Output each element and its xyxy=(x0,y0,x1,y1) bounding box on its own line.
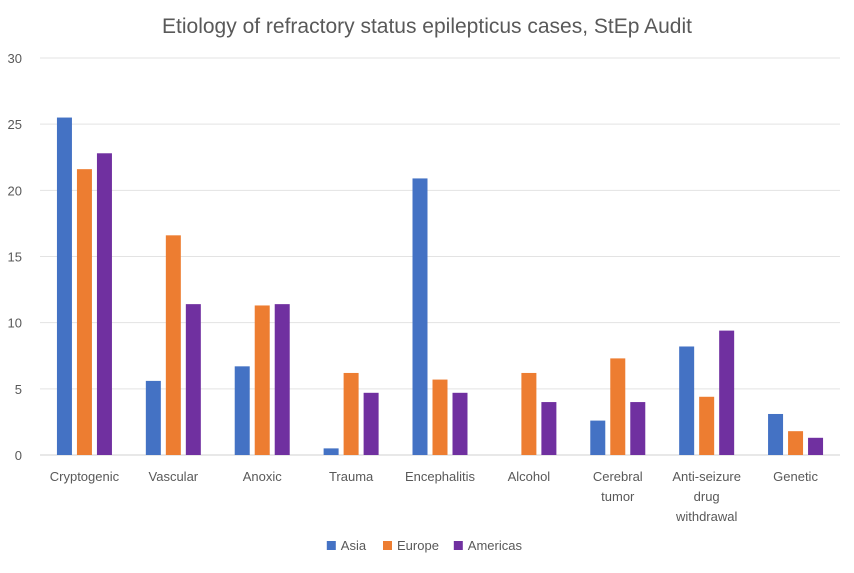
bar-americas xyxy=(630,402,646,455)
bars xyxy=(56,117,824,456)
bar-americas xyxy=(185,304,201,455)
bar-europe xyxy=(254,305,270,455)
x-category-label: drug xyxy=(694,489,720,504)
chart-title: Etiology of refractory status epilepticu… xyxy=(162,15,692,38)
y-tick-label: 10 xyxy=(8,316,22,331)
bar-europe xyxy=(432,379,448,455)
bar-asia xyxy=(323,448,339,455)
x-category-label: Anti-seizure xyxy=(672,469,741,484)
y-tick-label: 15 xyxy=(8,250,22,265)
x-category-label: Anoxic xyxy=(243,469,283,484)
bar-asia xyxy=(590,420,606,455)
bar-asia xyxy=(234,366,250,455)
y-tick-label: 5 xyxy=(15,382,22,397)
bar-asia xyxy=(768,413,784,455)
bar-americas xyxy=(363,392,379,455)
legend: Asia Europe Americas xyxy=(326,538,523,553)
x-axis: Cryptogenic Vascular Anoxic Trauma Encephali… xyxy=(50,469,819,524)
x-category-label: Trauma xyxy=(329,469,374,484)
legend-label: Europe xyxy=(397,538,439,553)
bar-europe xyxy=(343,372,359,455)
bar-asia xyxy=(145,380,161,455)
x-category-label: Alcohol xyxy=(508,469,551,484)
bar-americas xyxy=(274,304,290,455)
y-axis: 0 5 10 15 20 25 30 xyxy=(8,51,22,463)
bar-europe xyxy=(699,396,715,455)
bar-americas xyxy=(719,330,735,455)
x-category-label: Cryptogenic xyxy=(50,469,120,484)
bar-americas xyxy=(96,153,112,455)
legend-swatch xyxy=(383,541,392,550)
x-category-label: tumor xyxy=(601,489,635,504)
bar-asia xyxy=(56,117,72,456)
y-tick-label: 0 xyxy=(15,448,22,463)
bar-europe xyxy=(521,372,537,455)
legend-swatch xyxy=(453,541,463,550)
y-tick-label: 30 xyxy=(8,51,22,66)
legend-label: Americas xyxy=(468,538,523,553)
bar-europe xyxy=(788,431,804,455)
x-category-label: Encephalitis xyxy=(405,469,476,484)
legend-swatch xyxy=(326,541,336,550)
x-category-label: Vascular xyxy=(149,469,199,484)
bar-asia xyxy=(679,346,695,455)
bar-europe xyxy=(76,169,92,455)
bar-asia xyxy=(412,178,428,455)
x-category-label: Genetic xyxy=(773,469,818,484)
x-category-label: withdrawal xyxy=(675,509,738,524)
y-tick-label: 20 xyxy=(8,183,22,198)
bar-americas xyxy=(808,437,824,455)
bar-europe xyxy=(610,358,626,455)
bar-americas xyxy=(541,402,557,455)
x-category-label: Cerebral xyxy=(593,469,643,484)
legend-label: Asia xyxy=(341,538,367,553)
y-tick-label: 25 xyxy=(8,117,22,132)
bar-americas xyxy=(452,392,468,455)
bar-europe xyxy=(165,235,181,455)
